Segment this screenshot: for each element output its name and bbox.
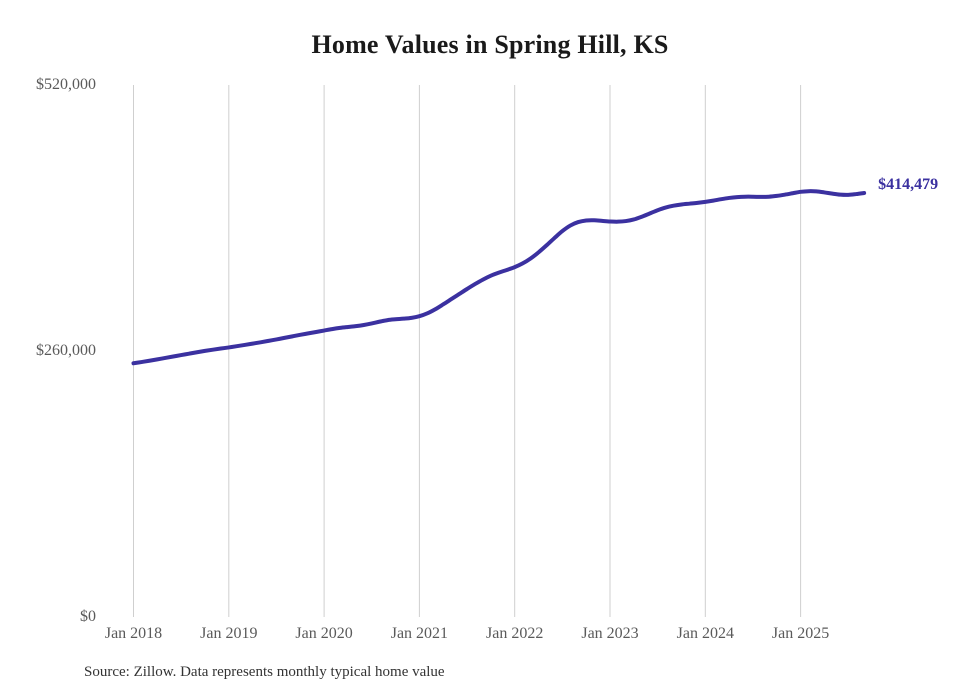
source-note: Source: Zillow. Data represents monthly … — [84, 664, 445, 680]
x-axis-tick-label: Jan 2018 — [104, 625, 163, 642]
x-axis-tick-label: Jan 2022 — [486, 625, 544, 642]
y-axis-tick-label: $0 — [80, 608, 96, 625]
y-axis-tick-label: $520,000 — [36, 76, 96, 93]
y-axis-tick-label: $260,000 — [36, 342, 96, 359]
x-axis-tick-label: Jan 2020 — [295, 625, 353, 642]
series-line-typical-home-value — [131, 189, 867, 366]
x-axis-tick-label: Jan 2019 — [200, 625, 258, 642]
x-axis-tick-label: Jan 2024 — [676, 625, 734, 642]
x-axis-tick-label: Jan 2025 — [771, 625, 830, 642]
x-axis-tick-label: Jan 2023 — [581, 625, 639, 642]
x-axis-tick-label: Jan 2021 — [390, 625, 449, 642]
data-series-group — [131, 189, 867, 366]
series-end-value-label: $414,479 — [878, 175, 939, 193]
gridline-group — [133, 85, 802, 617]
page-title: Home Values in Spring Hill, KS — [311, 30, 669, 59]
